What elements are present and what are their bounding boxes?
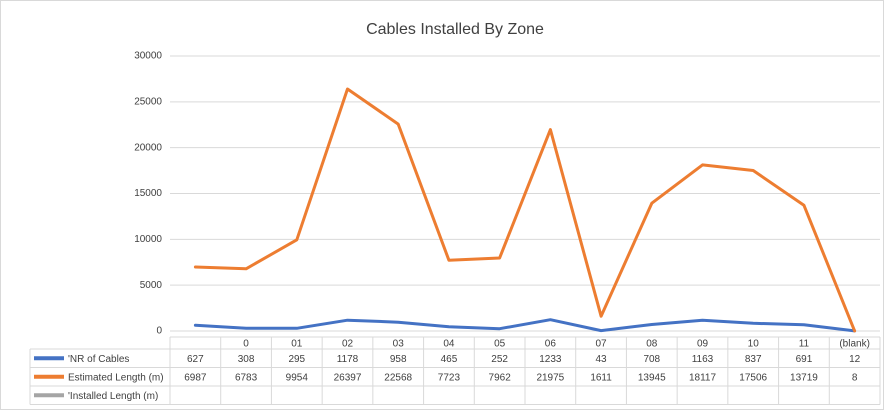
table-value: 465 <box>441 354 458 365</box>
legend-label: Estimated Length (m) <box>68 372 164 383</box>
table-value: 22568 <box>384 372 412 383</box>
x-tick-label: 02 <box>342 339 354 350</box>
table-value: 8 <box>852 372 858 383</box>
legend-label: 'NR of Cables <box>68 354 129 365</box>
table-value: 21975 <box>536 372 564 383</box>
y-tick-label: 10000 <box>134 234 162 245</box>
table-value: 1611 <box>590 372 612 383</box>
x-tick-label: 08 <box>646 339 658 350</box>
table-value: 18117 <box>689 372 717 383</box>
x-tick-label: 09 <box>697 339 709 350</box>
x-tick-label: 11 <box>799 339 810 350</box>
table-value: 708 <box>643 354 660 365</box>
x-tick-label: 04 <box>443 339 455 350</box>
x-tick-label: 05 <box>494 339 506 350</box>
table-value: 26397 <box>334 372 362 383</box>
table-value: 295 <box>288 354 305 365</box>
y-tick-label: 0 <box>156 326 162 337</box>
table-value: 691 <box>796 354 813 365</box>
table-value: 837 <box>745 354 762 365</box>
series-line <box>193 87 857 333</box>
table-value: 627 <box>187 354 204 365</box>
y-tick-label: 15000 <box>134 188 162 199</box>
y-tick-label: 5000 <box>140 280 163 291</box>
table-value: 252 <box>491 354 508 365</box>
series-line <box>193 318 857 333</box>
table-value: 308 <box>238 354 255 365</box>
y-tick-label: 30000 <box>134 51 162 62</box>
table-value: 6987 <box>184 372 207 383</box>
x-tick-label: 01 <box>291 339 303 350</box>
y-tick-label: 25000 <box>134 96 162 107</box>
x-tick-label: (blank) <box>839 339 870 350</box>
table-value: 9954 <box>286 372 309 383</box>
x-tick-label: 07 <box>596 339 608 350</box>
table-value: 1163 <box>692 354 714 365</box>
table-value: 43 <box>596 354 608 365</box>
x-tick-label: 06 <box>545 339 557 350</box>
chart-title: Cables Installed By Zone <box>366 21 544 38</box>
table-value: 1178 <box>337 354 359 365</box>
table-value: 1233 <box>539 354 562 365</box>
table-value: 13719 <box>790 372 818 383</box>
table-value: 13945 <box>638 372 666 383</box>
table-value: 7723 <box>438 372 461 383</box>
table-value: 12 <box>849 354 861 365</box>
table-value: 17506 <box>739 372 767 383</box>
legend-label: 'Installed Length (m) <box>68 391 158 402</box>
table-value: 7962 <box>489 372 512 383</box>
x-tick-label: 10 <box>748 339 760 350</box>
x-tick-label: 0 <box>243 339 249 350</box>
table-value: 958 <box>390 354 407 365</box>
y-tick-label: 20000 <box>134 142 162 153</box>
table-value: 6783 <box>235 372 258 383</box>
x-tick-label: 03 <box>393 339 405 350</box>
